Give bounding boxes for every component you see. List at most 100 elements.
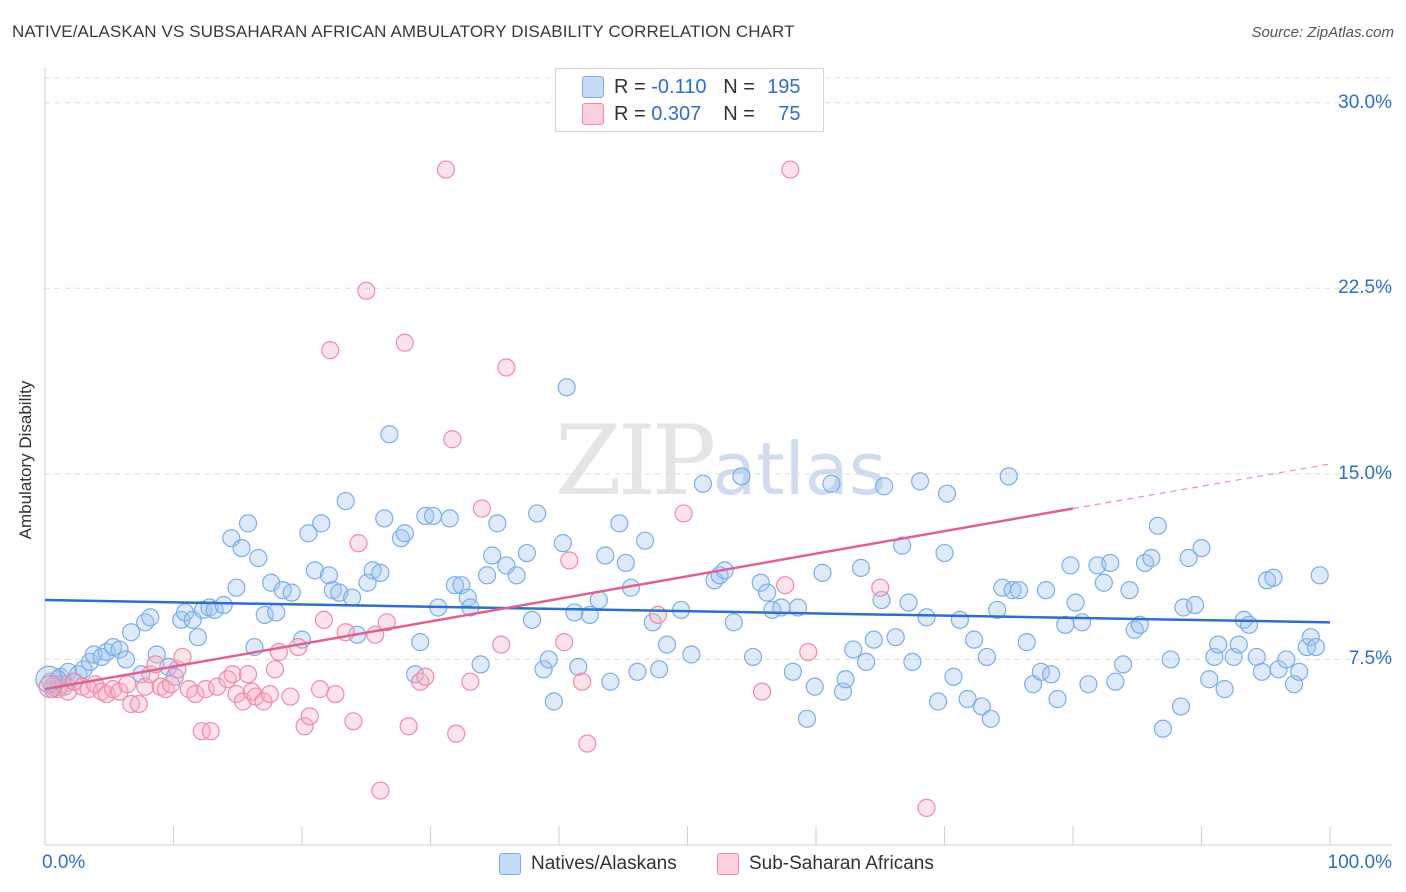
point-natives [477, 566, 497, 585]
point-natives [813, 563, 832, 582]
point-natives [1310, 566, 1329, 585]
point-subsaharan [377, 613, 396, 632]
point-natives [553, 534, 572, 553]
point-natives [1192, 538, 1211, 558]
point-subsaharan [223, 665, 242, 684]
point-natives [886, 628, 905, 647]
point-natives [788, 598, 808, 617]
point-natives [1036, 581, 1056, 600]
legend-swatch-pink [582, 103, 604, 125]
point-subsaharan [118, 675, 137, 694]
point-natives [1106, 672, 1125, 691]
point-natives [175, 603, 195, 622]
r-label: R = [614, 102, 646, 125]
point-natives [411, 633, 430, 652]
point-natives [539, 650, 558, 669]
point-natives [1114, 655, 1133, 674]
trend-line-subsaharan [44, 507, 1074, 691]
point-subsaharan [196, 680, 215, 699]
point-natives [116, 650, 136, 669]
watermark-atlas: atlas [712, 427, 887, 511]
point-subsaharan [472, 499, 491, 518]
chart-title: NATIVE/ALASKAN VS SUBSAHARAN AFRICAN AMB… [12, 22, 795, 41]
point-subsaharan [411, 672, 430, 691]
point-natives [988, 600, 1007, 620]
point-natives [188, 628, 208, 647]
point-natives [892, 536, 912, 555]
point-natives [596, 546, 615, 565]
point-natives [610, 514, 629, 533]
source-credit: Source: ZipAtlas.com [1251, 24, 1394, 41]
point-natives [693, 474, 713, 493]
point-natives [1252, 662, 1271, 681]
y-tick-label: 15.0% [1338, 462, 1392, 484]
point-natives [797, 709, 817, 728]
point-natives [1148, 516, 1167, 535]
point-natives [319, 566, 339, 585]
point-natives [249, 548, 268, 568]
point-natives [1101, 553, 1120, 573]
point-natives [805, 677, 824, 696]
point-natives [650, 660, 669, 679]
legend-swatch-blue [582, 76, 604, 98]
point-natives [1306, 637, 1325, 657]
n-label: N = [723, 75, 755, 98]
point-natives [1209, 635, 1228, 654]
point-natives [981, 709, 1000, 728]
stats-row-subsaharan: R = 0.307 N = 75 [582, 101, 801, 127]
point-natives [1161, 650, 1180, 669]
point-subsaharan [289, 637, 308, 657]
point-natives [635, 531, 655, 550]
point-subsaharan [917, 798, 936, 817]
point-subsaharan [208, 677, 227, 696]
legend-label-natives: Natives/Alaskans [531, 853, 677, 874]
point-natives [121, 623, 141, 642]
point-subsaharan [799, 642, 818, 662]
y-tick-label: 30.0% [1338, 91, 1392, 113]
point-natives [783, 662, 802, 681]
point-subsaharan [254, 692, 273, 711]
point-natives [423, 506, 443, 526]
point-subsaharan [321, 341, 340, 360]
point-natives [517, 543, 536, 563]
point-natives [844, 640, 863, 659]
point-natives [836, 670, 855, 689]
point-natives [1130, 615, 1149, 634]
point-natives [110, 640, 129, 659]
n-value-natives: 195 [767, 75, 801, 98]
point-subsaharan [300, 707, 319, 726]
point-natives [1009, 581, 1029, 600]
point-natives [732, 467, 751, 486]
point-natives [937, 484, 957, 503]
point-natives [471, 655, 490, 674]
point-subsaharan [295, 717, 314, 736]
point-natives [534, 660, 553, 679]
point-subsaharan [447, 724, 466, 743]
point-natives [1066, 593, 1085, 612]
legend-item-natives: Natives/Alaskans [499, 852, 677, 876]
point-natives [1042, 665, 1061, 684]
point-subsaharan [218, 670, 237, 689]
point-natives [928, 692, 948, 711]
watermark-zip: ZIP [555, 405, 716, 517]
point-natives [917, 608, 936, 627]
point-natives [1200, 670, 1219, 689]
trend-line-natives [44, 598, 1331, 624]
point-natives [1174, 598, 1193, 617]
point-subsaharan [492, 635, 511, 654]
point-natives [1301, 628, 1320, 647]
stats-legend: R = -0.110 N = 195 R = 0.307 N = 75 [555, 68, 824, 132]
point-natives [1269, 660, 1288, 679]
point-natives [1229, 635, 1248, 654]
point-subsaharan [344, 712, 363, 731]
point-natives [375, 509, 394, 528]
point-natives [255, 605, 274, 625]
point-natives [1179, 548, 1198, 568]
point-subsaharan [674, 504, 693, 523]
point-natives [1171, 697, 1191, 716]
point-natives [232, 538, 251, 558]
trend-line-extension [1072, 463, 1331, 510]
point-natives [964, 630, 984, 649]
legend-item-subsaharan: Sub-Saharan Africans [717, 852, 934, 876]
point-subsaharan [578, 734, 597, 753]
